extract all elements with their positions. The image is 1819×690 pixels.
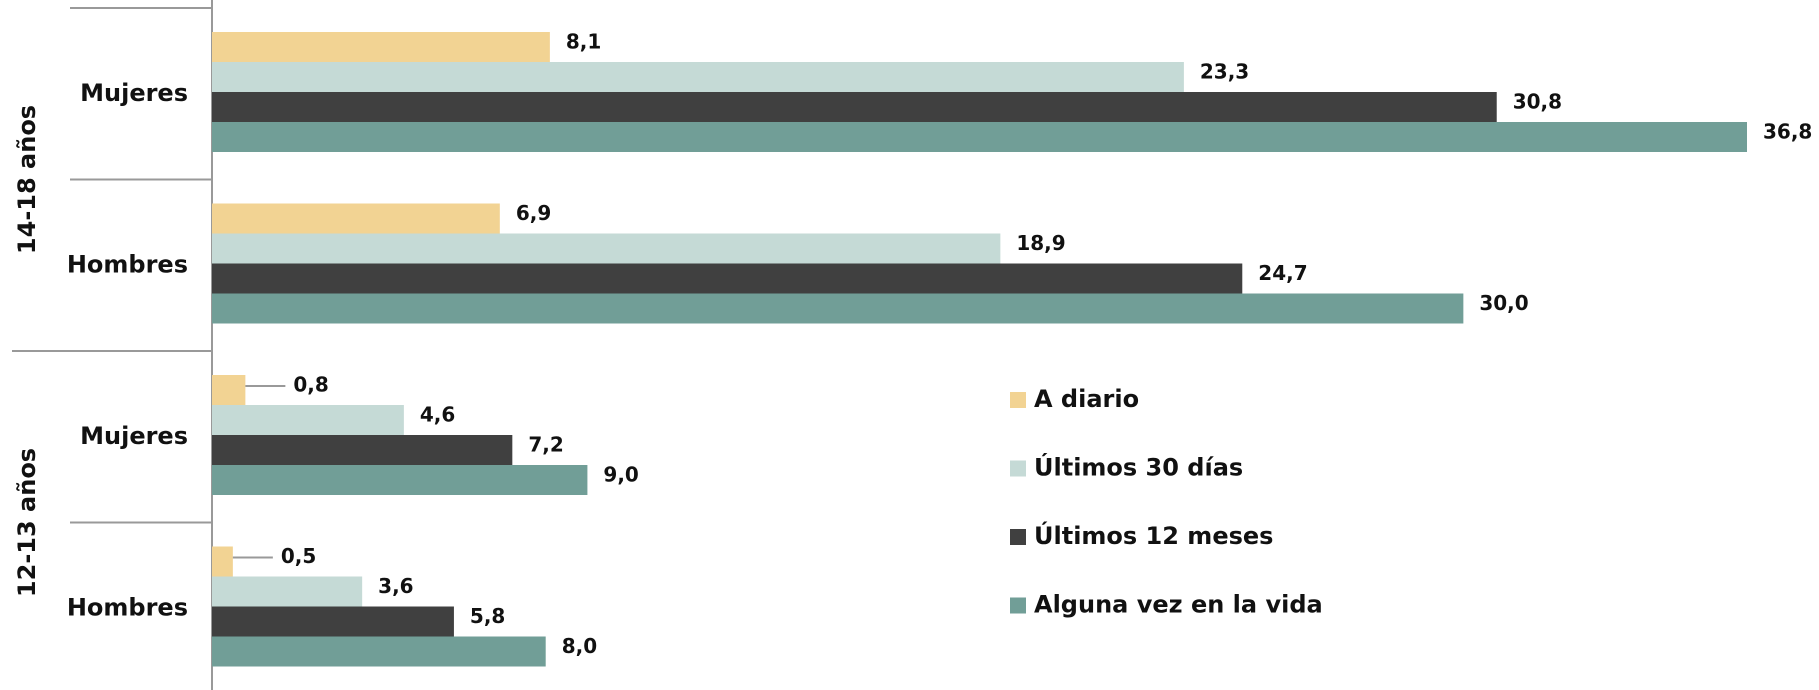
group-label: 12-13 años bbox=[13, 448, 41, 597]
value-label: 30,8 bbox=[1513, 90, 1562, 114]
bar bbox=[212, 576, 363, 607]
legend-swatch bbox=[1010, 392, 1026, 408]
legend-label: A diario bbox=[1034, 385, 1139, 413]
group-label: 14-18 años bbox=[13, 105, 41, 254]
bar bbox=[212, 606, 454, 637]
bar bbox=[212, 375, 246, 405]
bar bbox=[212, 62, 1184, 92]
value-label: 5,8 bbox=[470, 604, 505, 628]
value-label: 36,8 bbox=[1763, 120, 1812, 144]
legend-label: Últimos 12 meses bbox=[1034, 520, 1273, 550]
value-label: 7,2 bbox=[528, 433, 563, 457]
bar bbox=[212, 293, 1464, 324]
bar bbox=[212, 122, 1747, 152]
bar bbox=[212, 435, 513, 465]
category-label: Hombres bbox=[67, 250, 188, 278]
bar bbox=[212, 405, 404, 435]
category-label: Mujeres bbox=[80, 422, 188, 450]
category-label: Hombres bbox=[67, 593, 188, 621]
bar bbox=[212, 233, 1001, 264]
value-label: 30,0 bbox=[1479, 291, 1528, 315]
value-label: 24,7 bbox=[1258, 261, 1307, 285]
value-label: 0,5 bbox=[281, 544, 316, 568]
value-label: 0,8 bbox=[293, 373, 328, 397]
legend-swatch bbox=[1010, 460, 1026, 477]
value-label: 23,3 bbox=[1200, 60, 1249, 84]
legend-label: Últimos 30 días bbox=[1034, 452, 1243, 482]
value-label: 4,6 bbox=[420, 403, 455, 427]
value-label: 6,9 bbox=[516, 201, 551, 225]
value-label: 8,0 bbox=[562, 634, 597, 658]
legend-label: Alguna vez en la vida bbox=[1034, 591, 1323, 619]
legend-swatch bbox=[1010, 597, 1026, 614]
bar bbox=[212, 546, 233, 577]
bar bbox=[212, 636, 546, 667]
bar bbox=[212, 263, 1243, 294]
value-label: 9,0 bbox=[603, 463, 638, 487]
value-label: 3,6 bbox=[378, 574, 413, 598]
value-label: 8,1 bbox=[566, 30, 601, 54]
bar bbox=[212, 203, 500, 234]
bar bbox=[212, 92, 1497, 122]
category-label: Mujeres bbox=[80, 79, 188, 107]
value-label: 18,9 bbox=[1016, 231, 1065, 255]
bar bbox=[212, 32, 550, 62]
legend-swatch bbox=[1010, 529, 1026, 545]
bar bbox=[212, 465, 588, 495]
